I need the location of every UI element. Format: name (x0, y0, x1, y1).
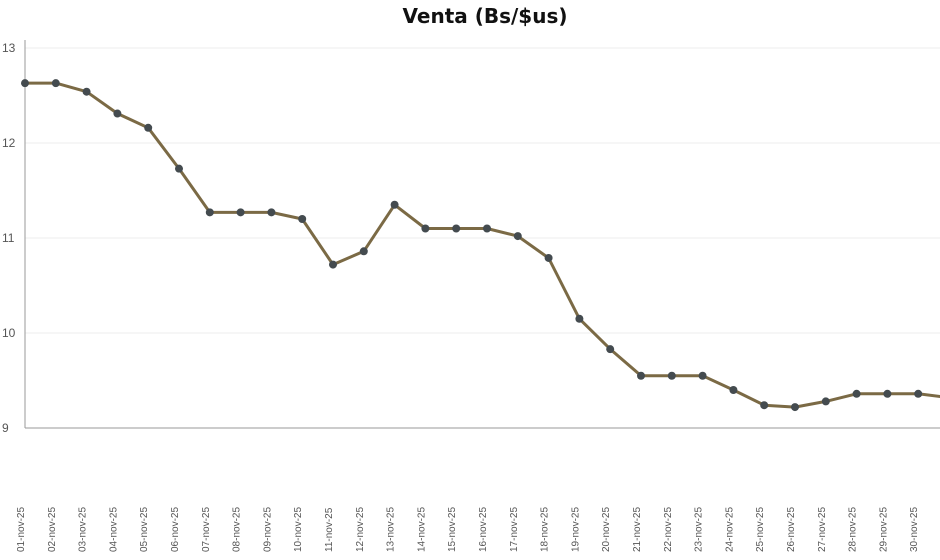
data-point (175, 164, 183, 173)
data-point (205, 208, 214, 217)
x-tick-label: 28-nov-25 (848, 507, 859, 552)
data-points (21, 79, 923, 412)
data-point (236, 208, 245, 217)
x-tick-label: 22-nov-25 (663, 507, 674, 552)
data-point (575, 314, 584, 323)
data-point (513, 232, 522, 241)
x-tick-label: 08-nov-25 (232, 507, 243, 552)
x-tick-label: 19-nov-25 (570, 507, 581, 552)
data-point (883, 389, 892, 398)
x-tick-label: 18-nov-25 (540, 507, 551, 552)
x-tick-label: 16-nov-25 (478, 507, 489, 552)
data-point (144, 123, 153, 132)
data-point (637, 371, 645, 380)
y-tick-label: 11 (2, 231, 15, 245)
x-tick-label: 15-nov-25 (447, 507, 458, 552)
x-tick-label: 09-nov-25 (262, 507, 273, 552)
axes (24, 40, 940, 429)
y-tick-label: 13 (2, 41, 16, 55)
data-point (606, 345, 615, 354)
x-tick-label: 05-nov-25 (139, 507, 150, 552)
x-tick-labels: 01-nov-25 02-nov-25 03-nov-25 04-nov-25 05-n… (16, 507, 920, 552)
data-point (298, 215, 307, 223)
series-line-path (25, 81, 940, 409)
data-point (82, 87, 91, 96)
data-point (791, 403, 799, 412)
data-point (729, 386, 738, 394)
data-point (852, 389, 861, 398)
x-tick-label: 13-nov-25 (386, 507, 397, 552)
x-tick-label: 07-nov-25 (201, 507, 212, 552)
y-tick-label: 12 (2, 136, 16, 150)
series-line (25, 81, 940, 409)
data-point (21, 79, 29, 88)
data-point (914, 389, 923, 398)
x-tick-label: 25-nov-25 (755, 507, 766, 552)
data-point (359, 247, 368, 256)
x-tick-label: 27-nov-25 (817, 507, 828, 552)
x-tick-label: 24-nov-25 (724, 507, 735, 552)
y-tick-labels: 9 10 11 12 13 (2, 41, 16, 435)
data-point (421, 224, 430, 233)
data-point (329, 260, 337, 269)
x-tick-label: 02-nov-25 (47, 507, 58, 552)
x-tick-label: 06-nov-25 (170, 507, 181, 552)
data-point (821, 397, 830, 406)
chart-title: Venta (Bs/$us) (402, 4, 568, 28)
y-tick-label: 10 (2, 326, 16, 340)
x-tick-label: 14-nov-25 (416, 507, 427, 552)
data-point (667, 371, 676, 380)
data-point (452, 224, 461, 233)
data-point (544, 253, 553, 262)
data-point (51, 79, 60, 88)
x-tick-label: 04-nov-25 (108, 507, 119, 552)
x-tick-label: 20-nov-25 (601, 507, 612, 552)
data-point (760, 401, 769, 410)
x-tick-label: 29-nov-25 (878, 507, 889, 552)
x-tick-label: 03-nov-25 (78, 507, 89, 552)
x-tick-label: 26-nov-25 (786, 507, 797, 552)
data-point (267, 208, 276, 217)
data-point (113, 109, 122, 118)
data-point (390, 200, 399, 209)
data-point (698, 371, 707, 380)
gridlines (25, 47, 940, 334)
x-tick-label: 21-nov-25 (632, 507, 643, 552)
x-tick-label: 12-nov-25 (355, 507, 366, 552)
x-tick-label: 17-nov-25 (509, 507, 520, 552)
x-tick-label: 23-nov-25 (694, 507, 705, 552)
x-tick-label: 11-nov-25 (324, 507, 335, 552)
x-tick-label: 30-nov-25 (909, 507, 920, 552)
data-point (483, 224, 491, 233)
x-tick-label: 10-nov-25 (293, 507, 304, 552)
y-tick-label: 9 (2, 421, 9, 435)
x-tick-label: 01-nov-25 (16, 507, 27, 552)
